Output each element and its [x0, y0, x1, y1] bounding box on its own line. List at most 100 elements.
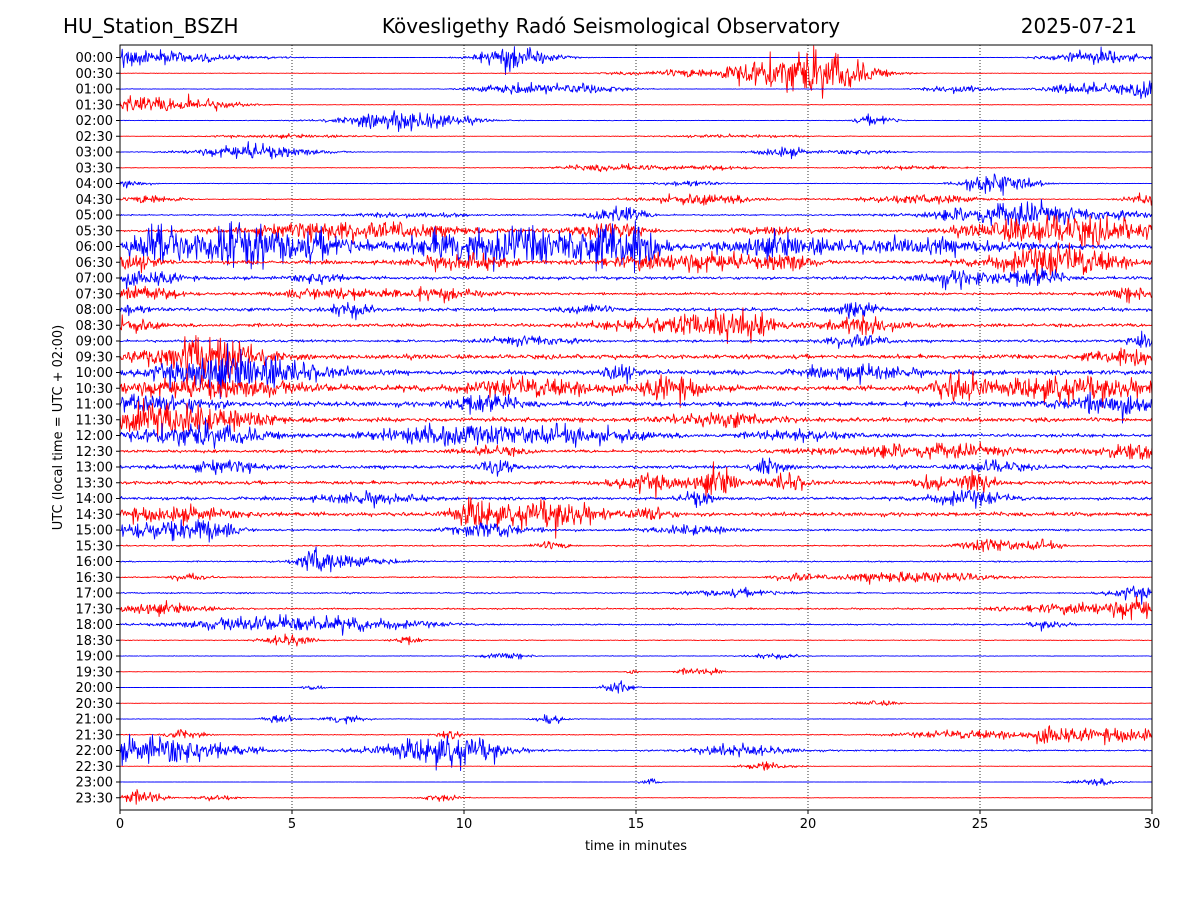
trace-0330 [119, 163, 1153, 173]
y-tick-label: 10:00 [76, 366, 113, 381]
y-tick-label: 09:00 [76, 335, 113, 350]
x-tick-label: 15 [628, 817, 645, 832]
y-tick-label: 05:00 [76, 209, 113, 224]
trace-0800 [119, 301, 1153, 321]
y-tick-label: 20:30 [76, 697, 113, 712]
x-tick-label: 20 [800, 817, 817, 832]
trace-1000 [119, 342, 1153, 400]
trace-0930 [119, 335, 1153, 382]
trace-0130 [119, 93, 1153, 112]
trace-1230 [119, 441, 1153, 460]
y-tick-label: 14:00 [76, 492, 113, 507]
trace-2030 [120, 700, 1153, 706]
y-tick-label: 01:30 [76, 98, 113, 113]
trace-0300 [119, 141, 1153, 160]
y-tick-label: 03:30 [76, 161, 113, 176]
y-tick-label: 01:00 [76, 83, 113, 98]
y-tick-label: 06:00 [76, 240, 113, 255]
trace-1800 [119, 614, 1152, 636]
trace-1830 [119, 633, 1153, 647]
trace-0830 [119, 307, 1153, 344]
x-tick-label: 25 [972, 817, 989, 832]
y-tick-label: 04:00 [76, 177, 113, 192]
trace-1700 [119, 585, 1153, 605]
trace-0030 [119, 45, 1152, 99]
y-tick-label: 15:00 [76, 524, 113, 539]
trace-0430 [119, 192, 1153, 206]
trace-1030 [119, 370, 1153, 408]
trace-0100 [119, 80, 1153, 100]
trace-2330 [119, 789, 1153, 805]
trace-1900 [119, 652, 1153, 660]
y-tick-label: 08:00 [76, 303, 113, 318]
y-tick-label: 00:00 [76, 51, 113, 66]
trace-1600 [119, 546, 1153, 573]
y-tick-label: 11:00 [76, 398, 113, 413]
x-tick-label: 10 [456, 817, 473, 832]
trace-0200 [119, 110, 1153, 133]
trace-1300 [119, 457, 1153, 477]
y-tick-label: 00:30 [76, 67, 113, 82]
y-tick-label: 17:00 [76, 587, 113, 602]
trace-0400 [119, 173, 1153, 196]
trace-1930 [119, 667, 1153, 676]
x-axis-label: time in minutes [585, 839, 687, 854]
y-tick-label: 16:00 [76, 555, 113, 570]
y-tick-label: 06:30 [76, 256, 113, 271]
y-tick-label: 10:30 [76, 382, 113, 397]
trace-1630 [119, 571, 1153, 585]
y-tick-label: 05:30 [76, 224, 113, 239]
y-tick-label: 11:30 [76, 413, 113, 428]
trace-1530 [119, 538, 1153, 553]
trace-0900 [119, 330, 1153, 349]
trace-1430 [119, 496, 1153, 539]
trace-1730 [119, 595, 1153, 621]
y-tick-label: 23:30 [76, 791, 113, 806]
x-tick-label: 30 [1144, 817, 1161, 832]
y-tick-label: 20:00 [76, 681, 113, 696]
trace-1500 [119, 519, 1153, 543]
y-tick-label: 02:00 [76, 114, 113, 129]
y-tick-label: 23:00 [76, 776, 113, 791]
y-tick-label: 16:30 [76, 571, 113, 586]
trace-0230 [119, 133, 1153, 140]
y-tick-label: 07:00 [76, 272, 113, 287]
trace-2200 [119, 733, 1153, 772]
y-tick-label: 22:00 [76, 744, 113, 759]
trace-1330 [119, 461, 1153, 500]
y-tick-label: 19:00 [76, 650, 113, 665]
y-tick-label: 15:30 [76, 539, 113, 554]
chart-date: 2025-07-21 [1020, 14, 1137, 38]
y-tick-label: 08:30 [76, 319, 113, 334]
trace-1400 [119, 489, 1153, 509]
y-tick-label: 13:30 [76, 476, 113, 491]
chart-title: Kövesligethy Radó Seismological Observat… [381, 14, 841, 38]
y-tick-label: 13:00 [76, 461, 113, 476]
y-tick-label: 12:00 [76, 429, 113, 444]
y-tick-label: 21:00 [76, 713, 113, 728]
x-tick-label: 0 [116, 817, 124, 832]
station-name: HU_Station_BSZH [63, 14, 239, 38]
x-axis: 0 5 10 15 20 25 30 [116, 810, 1160, 832]
trace-2230 [119, 761, 1153, 771]
trace-0600 [119, 220, 1153, 274]
y-tick-label: 02:30 [76, 130, 113, 145]
y-tick-label: 21:30 [76, 728, 113, 743]
trace-2100 [119, 714, 1152, 725]
trace-2130 [119, 725, 1153, 746]
y-axis: 00:0000:3001:0001:3002:0002:3003:0003:30… [76, 51, 120, 806]
trace-2000 [120, 680, 1153, 694]
trace-1100 [119, 391, 1153, 424]
y-tick-label: 09:30 [76, 350, 113, 365]
seismic-traces [119, 45, 1153, 805]
trace-0630 [119, 242, 1153, 281]
y-tick-label: 18:30 [76, 634, 113, 649]
y-axis-label: UTC (local time = UTC + 02:00) [51, 325, 66, 530]
y-tick-label: 14:30 [76, 508, 113, 523]
trace-1200 [119, 417, 1153, 449]
trace-1130 [119, 397, 1153, 439]
y-tick-label: 19:30 [76, 665, 113, 680]
y-tick-label: 17:30 [76, 602, 113, 617]
y-tick-label: 22:30 [76, 760, 113, 775]
grid-lines [291, 45, 981, 810]
